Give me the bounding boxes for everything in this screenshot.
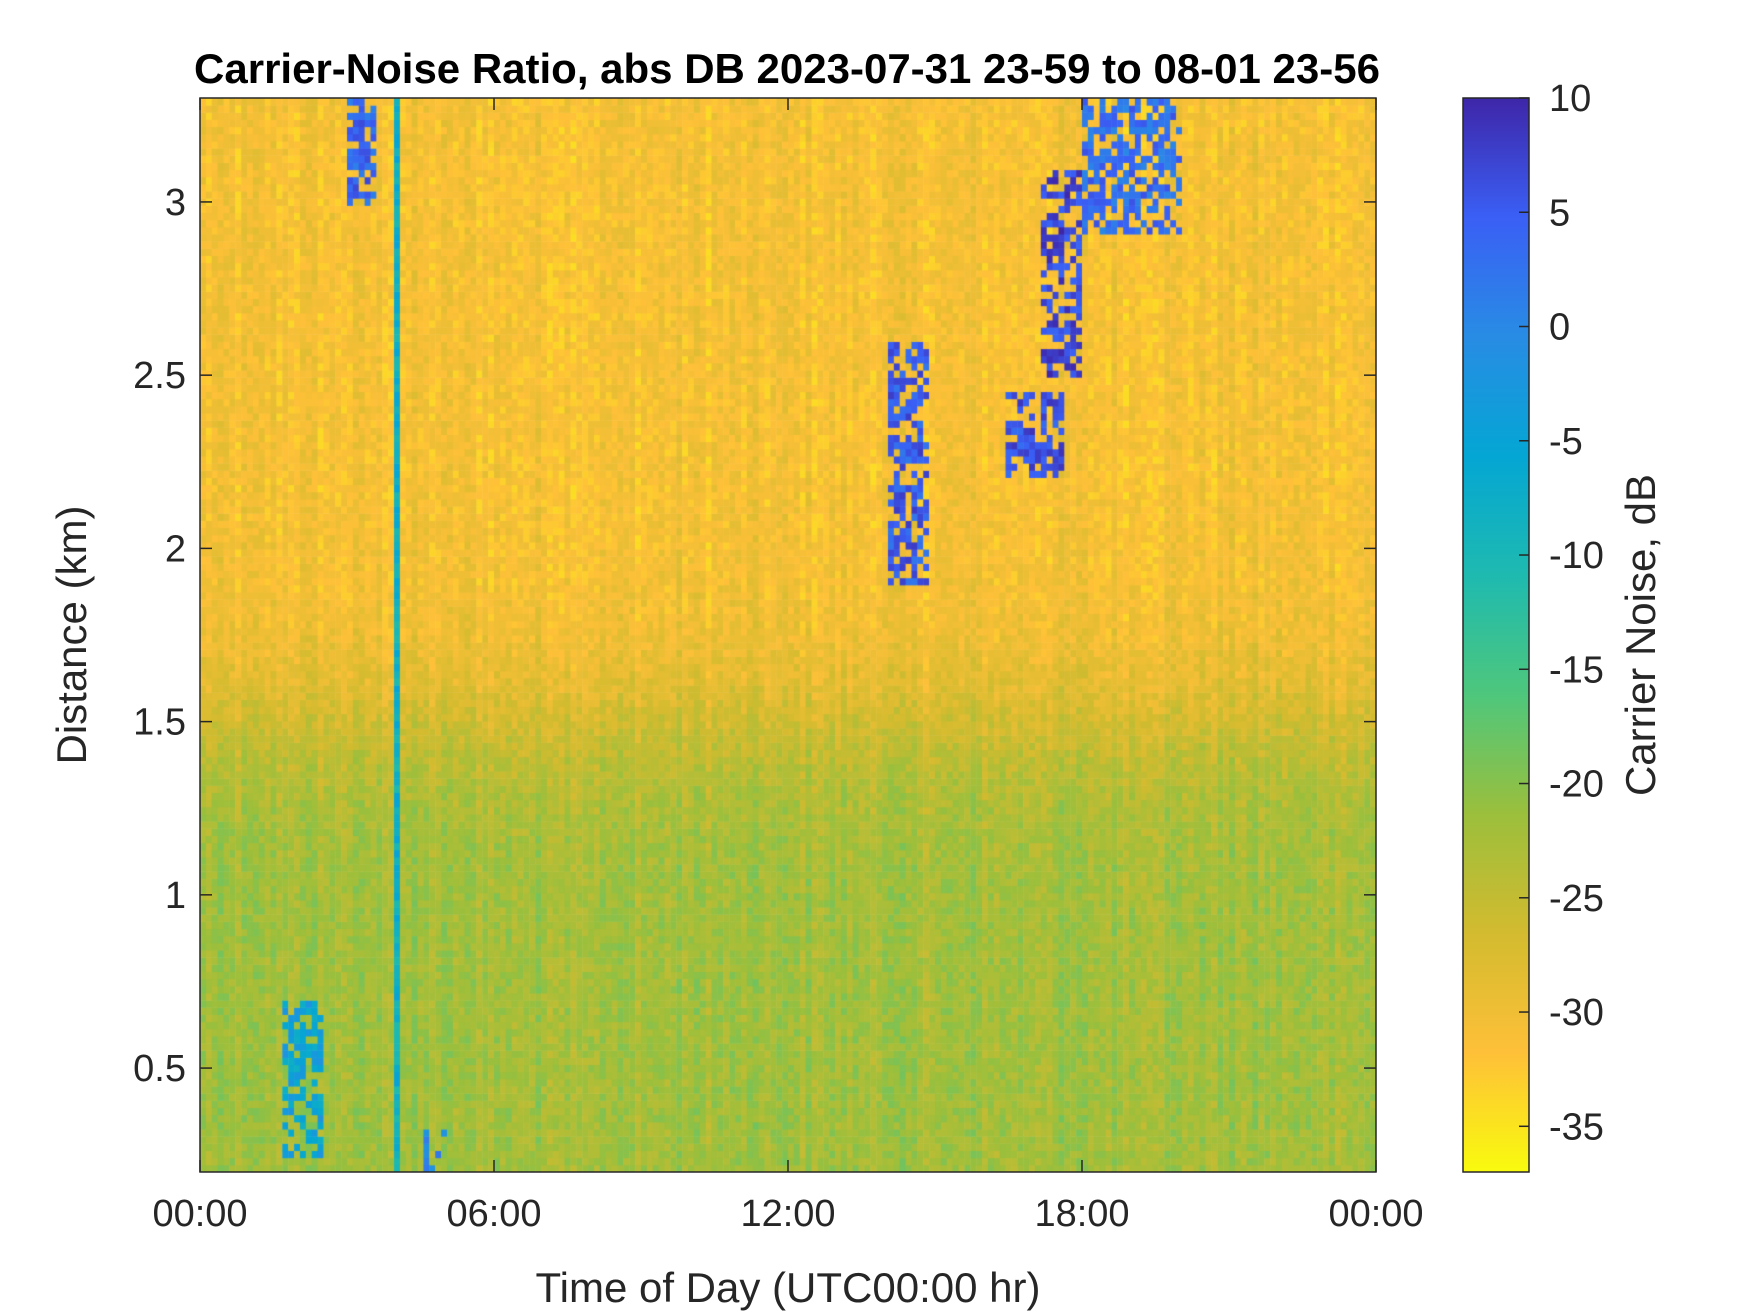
colorbar-tick-label: -20 <box>1549 764 1604 806</box>
y-axis-label: Distance (km) <box>48 505 95 764</box>
colorbar-tick-label: -10 <box>1549 535 1604 577</box>
colorbar-tick-label: 10 <box>1549 78 1591 120</box>
colorbar-axis: 10 5 0 -5 -10 -15 -20 -25 -30 -35 <box>1519 78 1604 1148</box>
heatmap-image <box>200 98 1376 1172</box>
x-axis: 00:00 06:00 12:00 18:00 00:00 <box>152 98 1424 1235</box>
x-tick-label: 12:00 <box>740 1193 835 1235</box>
colorbar-label: Carrier Noise, dB <box>1617 474 1664 796</box>
colorbar-tick-label: -15 <box>1549 649 1604 691</box>
y-tick-label: 3 <box>165 182 186 224</box>
y-tick-label: 1.5 <box>133 702 186 744</box>
x-tick-label: 18:00 <box>1034 1193 1129 1235</box>
colorbar <box>1462 97 1530 1173</box>
x-axis-label: Time of Day (UTC00:00 hr) <box>536 1264 1041 1311</box>
y-axis: 0.5 1 1.5 2 2.5 3 <box>133 182 1376 1090</box>
heatmap-plot <box>200 98 1376 1172</box>
y-tick-label: 1 <box>165 875 186 917</box>
colorbar-tick-label: -5 <box>1549 421 1583 463</box>
colorbar-tick-label: 5 <box>1549 192 1570 234</box>
colorbar-tick-label: 0 <box>1549 307 1570 349</box>
y-tick-label: 2 <box>165 528 186 570</box>
y-tick-label: 0.5 <box>133 1048 186 1090</box>
colorbar-tick-label: -25 <box>1549 878 1604 920</box>
x-tick-label: 00:00 <box>152 1193 247 1235</box>
chart-title: Carrier-Noise Ratio, abs DB 2023-07-31 2… <box>194 45 1380 92</box>
x-tick-label: 06:00 <box>446 1193 541 1235</box>
colorbar-tick-label: -35 <box>1549 1106 1604 1148</box>
x-tick-label: 00:00 <box>1328 1193 1423 1235</box>
y-tick-label: 2.5 <box>133 355 186 397</box>
colorbar-tick-label: -30 <box>1549 992 1604 1034</box>
